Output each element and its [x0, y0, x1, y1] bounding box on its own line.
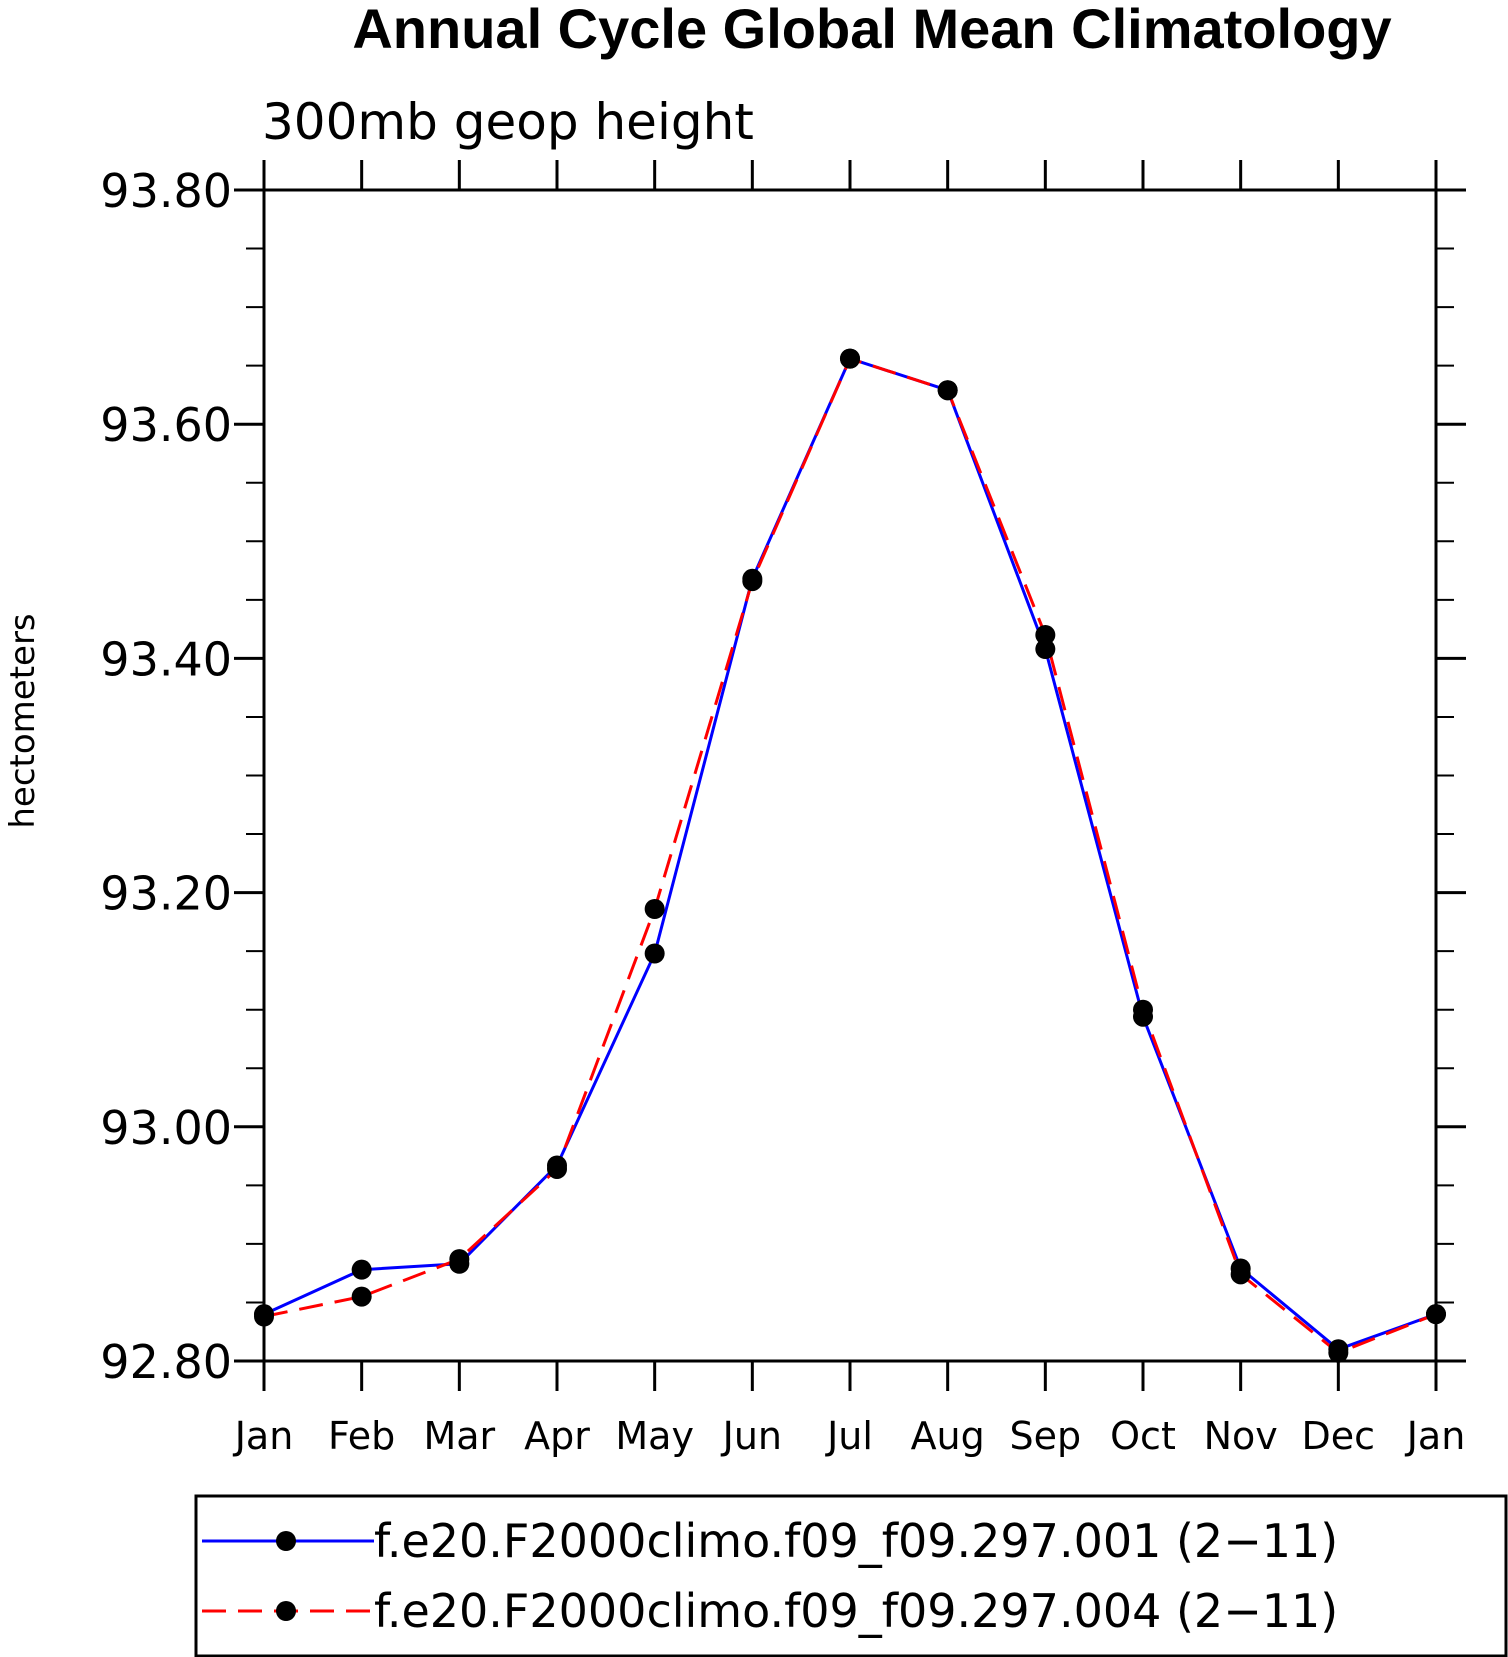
data-point-series-2: [742, 571, 763, 592]
data-point-series-2: [1133, 999, 1153, 1020]
legend: f.e20.F2000climo.f09_f09.297.001 (2−11) f…: [194, 1494, 1508, 1657]
x-tick-label: Dec: [1302, 1414, 1376, 1458]
data-point-series-1: [1035, 639, 1056, 660]
y-axis-label: hectometers: [3, 613, 43, 828]
x-tick-label: Aug: [911, 1414, 985, 1458]
x-tick-label: Jan: [233, 1414, 294, 1458]
x-tick-label: Jun: [721, 1414, 782, 1458]
y-tick-label: 93.80: [100, 164, 232, 218]
y-tick-label: 93.40: [100, 632, 232, 686]
chart-title: Annual Cycle Global Mean Climatology: [352, 0, 1391, 60]
x-tick-label: Feb: [328, 1414, 395, 1458]
data-point-series-2: [449, 1249, 470, 1270]
data-point-series-1: [644, 943, 665, 964]
data-point-series-2: [547, 1158, 567, 1179]
data-point-series-2: [351, 1286, 372, 1307]
x-tick-label: Nov: [1204, 1414, 1278, 1458]
series-line-1: [263, 357, 1437, 1351]
x-tick-label: May: [615, 1414, 694, 1458]
data-point-series-2: [1328, 1342, 1349, 1363]
legend-swatch-marker-1: [276, 1531, 296, 1551]
legend-box: [194, 1494, 1508, 1657]
x-tick-label: Oct: [1110, 1414, 1176, 1458]
y-tick-label: 93.60: [100, 398, 232, 452]
legend-label-2: f.e20.F2000climo.f09_f09.297.004 (2−11): [374, 1584, 1338, 1638]
data-point-series-2: [644, 898, 665, 919]
x-tick-label: Mar: [423, 1414, 495, 1458]
y-tick-label: 93.20: [100, 867, 232, 921]
data-point-series-2: [937, 380, 958, 401]
x-tick-label: Apr: [524, 1414, 590, 1458]
series-layer: [254, 348, 1446, 1363]
data-point-series-2: [254, 1306, 274, 1327]
chart-subtitle: 300mb geop height: [262, 93, 754, 151]
x-tick-label: Sep: [1010, 1414, 1082, 1458]
x-tick-label: Jul: [825, 1414, 873, 1458]
data-point-series-2: [1230, 1264, 1251, 1285]
data-point-series-2: [1035, 624, 1056, 645]
x-tick-label: Jan: [1405, 1414, 1466, 1458]
y-tick-label: 93.00: [100, 1101, 232, 1155]
legend-label-1: f.e20.F2000climo.f09_f09.297.001 (2−11): [374, 1514, 1338, 1568]
data-point-series-2: [1426, 1304, 1446, 1325]
legend-swatch-marker-2: [276, 1601, 296, 1621]
y-tick-label: 92.80: [100, 1335, 232, 1389]
data-point-series-1: [351, 1259, 372, 1280]
data-point-series-2: [840, 348, 860, 369]
series-line-2: [263, 357, 1437, 1355]
